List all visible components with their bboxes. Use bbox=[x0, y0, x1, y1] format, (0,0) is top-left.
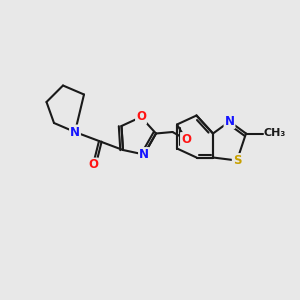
Text: N: N bbox=[139, 148, 149, 161]
Text: O: O bbox=[136, 110, 146, 124]
Text: N: N bbox=[224, 115, 235, 128]
Text: CH₃: CH₃ bbox=[264, 128, 286, 139]
Text: O: O bbox=[181, 133, 191, 146]
Text: S: S bbox=[233, 154, 241, 167]
Text: N: N bbox=[70, 125, 80, 139]
Text: O: O bbox=[88, 158, 98, 172]
